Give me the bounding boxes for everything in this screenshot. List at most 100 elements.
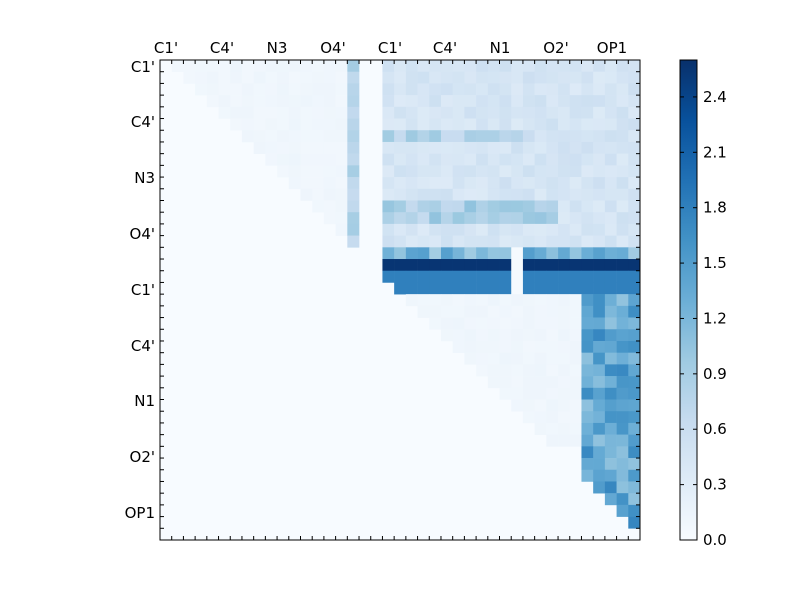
colorbar-ticks: 0.0 0.3 0.6 0.9 1.2 1.5 1.8 2.1 2.4 — [680, 88, 727, 549]
heatmap-cell — [593, 446, 606, 459]
heatmap-cell — [487, 223, 500, 236]
heatmap-cell — [347, 60, 360, 73]
heatmap-cell — [604, 458, 617, 471]
heatmap-cell — [522, 141, 535, 154]
heatmap-cell — [534, 364, 547, 377]
heatmap-cell — [628, 282, 641, 295]
heatmap-cell — [464, 141, 477, 154]
heatmap-cell — [394, 212, 407, 225]
heatmap-cell — [581, 223, 594, 236]
heatmap-cell — [487, 141, 500, 154]
colorbar-tick-label: 0.6 — [703, 420, 727, 438]
heatmap-cell — [206, 71, 219, 84]
heatmap-cell — [616, 352, 629, 365]
heatmap-cell — [581, 259, 594, 272]
heatmap-cell — [277, 141, 290, 154]
colorbar-tick-label: 2.4 — [703, 88, 727, 106]
x-tick-label: C1' — [154, 39, 178, 57]
heatmap-cell — [511, 340, 524, 353]
heatmap-cell — [452, 259, 465, 272]
heatmap-cell — [616, 458, 629, 471]
heatmap-cell — [487, 329, 500, 342]
heatmap-cell — [616, 282, 629, 295]
heatmap-cell — [440, 317, 453, 330]
heatmap-cell — [546, 376, 559, 389]
heatmap-cell — [534, 411, 547, 424]
heatmap-cell — [394, 71, 407, 84]
heatmap-cell — [405, 118, 418, 131]
heatmap-cell — [440, 106, 453, 119]
heatmap-cell — [440, 235, 453, 248]
heatmap-cell — [604, 188, 617, 201]
heatmap-cell — [628, 294, 641, 307]
heatmap-cell — [464, 200, 477, 213]
heatmap-cell — [499, 270, 512, 283]
heatmap-cell — [628, 95, 641, 108]
heatmap-cell — [499, 60, 512, 73]
heatmap-cell — [265, 141, 278, 154]
heatmap-cell — [604, 247, 617, 260]
heatmap-cell — [499, 212, 512, 225]
heatmap-cell — [511, 130, 524, 143]
heatmap-cell — [312, 153, 325, 166]
heatmap-cell — [394, 259, 407, 272]
heatmap-cell — [534, 165, 547, 178]
y-tick-label: OP1 — [125, 504, 155, 522]
heatmap-cell — [476, 352, 489, 365]
heatmap-cell — [593, 434, 606, 447]
heatmap-cell — [511, 95, 524, 108]
heatmap-cell — [335, 177, 348, 190]
heatmap-cell — [452, 282, 465, 295]
heatmap-cell — [300, 71, 313, 84]
heatmap-cell — [405, 95, 418, 108]
heatmap-cell — [277, 95, 290, 108]
heatmap-cell — [628, 493, 641, 506]
heatmap-cell — [604, 153, 617, 166]
heatmap-cell — [581, 411, 594, 424]
heatmap-cell — [429, 294, 442, 307]
heatmap-cell — [604, 106, 617, 119]
heatmap-cell — [569, 259, 582, 272]
heatmap-cell — [604, 422, 617, 435]
heatmap-cell — [253, 71, 266, 84]
heatmap-cell — [300, 60, 313, 73]
heatmap-cell — [394, 106, 407, 119]
heatmap-cell — [616, 212, 629, 225]
heatmap-cell — [546, 305, 559, 318]
heatmap-cell — [382, 71, 395, 84]
heatmap-cell — [382, 212, 395, 225]
heatmap-cell — [440, 270, 453, 283]
heatmap-cell — [300, 141, 313, 154]
heatmap-cell — [522, 329, 535, 342]
heatmap-cell — [558, 165, 571, 178]
heatmap-cell — [452, 317, 465, 330]
heatmap-cell — [558, 118, 571, 131]
heatmap-cell — [487, 200, 500, 213]
heatmap-cell — [417, 177, 430, 190]
heatmap-cell — [440, 71, 453, 84]
heatmap-cell — [616, 60, 629, 73]
heatmap-cell — [241, 118, 254, 131]
heatmap-cell — [265, 106, 278, 119]
heatmap-cell — [616, 200, 629, 213]
heatmap-cell — [593, 153, 606, 166]
heatmap-cell — [558, 223, 571, 236]
heatmap-cell — [604, 446, 617, 459]
heatmap-cell — [546, 106, 559, 119]
heatmap-cell — [534, 153, 547, 166]
heatmap-cell — [440, 294, 453, 307]
heatmap-cell — [593, 106, 606, 119]
heatmap-cell — [277, 106, 290, 119]
heatmap-cell — [558, 329, 571, 342]
heatmap-cell — [277, 83, 290, 96]
heatmap-cell — [499, 235, 512, 248]
heatmap-cell — [417, 259, 430, 272]
heatmap-cell — [464, 153, 477, 166]
heatmap-cell — [464, 71, 477, 84]
heatmap-cell — [569, 282, 582, 295]
heatmap-cell — [241, 60, 254, 73]
heatmap-cell — [604, 130, 617, 143]
heatmap-cell — [628, 387, 641, 400]
heatmap-cell — [522, 352, 535, 365]
heatmap-cell — [499, 364, 512, 377]
